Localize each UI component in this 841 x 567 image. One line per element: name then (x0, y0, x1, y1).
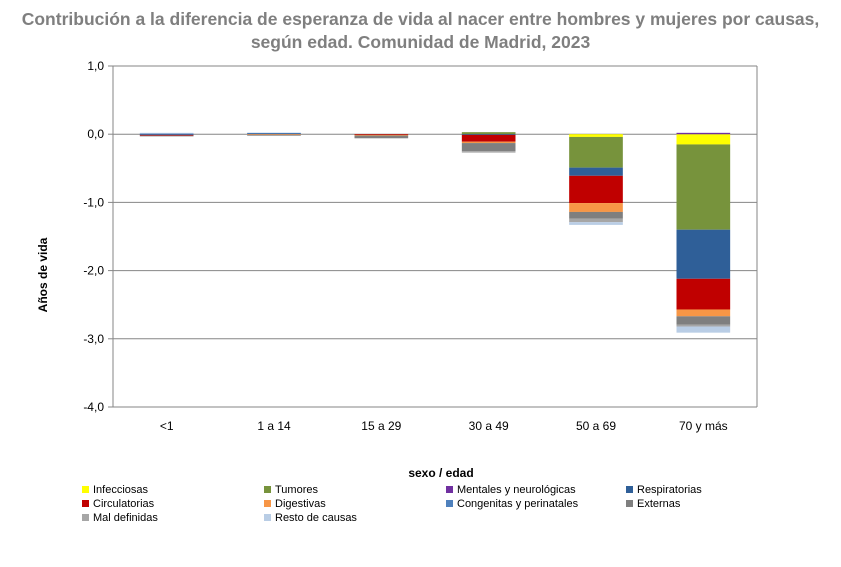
legend-swatch (446, 486, 453, 493)
bar-segment (354, 134, 409, 136)
legend-label: Tumores (275, 484, 318, 496)
legend-swatch (264, 486, 271, 493)
bar-segment (569, 136, 623, 168)
x-tick-label: 15 a 29 (361, 419, 401, 433)
bar-segment (676, 144, 731, 230)
bar-segment (461, 132, 516, 135)
legend-label: Circulatorias (93, 498, 155, 510)
legend-swatch (626, 500, 633, 507)
chart-title: Contribución a la diferencia de esperanz… (21, 9, 820, 52)
legend-swatch (82, 486, 89, 493)
bar-segment (569, 175, 623, 204)
axis-layer: 1,0 0,0 -1,0 -2,0 -3,0 -4,0 <1 1 a 14 15 a 29 30 … (83, 59, 758, 433)
bar-segment (569, 211, 623, 219)
bar-segment (461, 143, 516, 152)
y-tick-label: -2,0 (83, 264, 104, 278)
legend-label: Mal definidas (93, 512, 158, 524)
bar-segment (354, 134, 409, 135)
bar-segment (676, 134, 731, 145)
bar-segment (461, 134, 516, 142)
bar-segment (676, 326, 731, 333)
legend-label: Infecciosas (93, 484, 149, 496)
x-tick-label: 30 a 49 (469, 419, 509, 433)
legend-label: Respiratorias (637, 484, 702, 496)
bar-segment (569, 222, 623, 225)
y-tick-label: -1,0 (83, 195, 104, 209)
bar-segment (569, 218, 623, 223)
bar-segment (676, 278, 731, 310)
bar-segment (676, 132, 731, 135)
bar-segment (569, 134, 623, 137)
bars-layer (139, 132, 731, 333)
x-tick-label: 1 a 14 (257, 419, 291, 433)
bar-segment (247, 132, 301, 134)
bar-segment (247, 134, 301, 136)
bar-segment (676, 229, 731, 279)
y-tick-label: 0,0 (87, 127, 104, 141)
legend-swatch (264, 500, 271, 507)
grid-layer (113, 65, 757, 408)
bar-segment (676, 316, 731, 325)
legend-label: Resto de causas (275, 512, 357, 524)
x-axis-title: sexo / edad (408, 466, 473, 480)
bar-segment (247, 133, 301, 135)
bar-segment (569, 167, 623, 176)
bar-segment (139, 134, 194, 135)
bar-segment (461, 141, 516, 144)
legend-label: Externas (637, 498, 681, 510)
x-tick-label: <1 (160, 419, 174, 433)
legend-swatch (264, 514, 271, 521)
bar-segment (139, 132, 194, 134)
legend-swatch (446, 500, 453, 507)
bar-segment (676, 324, 731, 327)
x-tick-label: 70 y más (679, 419, 728, 433)
y-tick-label: -3,0 (83, 332, 104, 346)
bar-segment (139, 133, 194, 135)
y-tick-label: 1,0 (87, 59, 104, 73)
y-axis-title: Años de vida (36, 237, 50, 312)
bar-segment (569, 203, 623, 212)
legend-label: Congenitas y perinatales (457, 498, 579, 510)
bar-segment (461, 134, 516, 135)
bar-segment (676, 309, 731, 317)
bar-segment (247, 134, 301, 135)
legend-label: Digestivas (275, 498, 326, 510)
legend-swatch (82, 514, 89, 521)
x-tick-label: 50 a 69 (576, 419, 616, 433)
bar-segment (139, 135, 194, 137)
bar-segment (461, 151, 516, 153)
bar-segment (354, 135, 409, 139)
bar-segment (139, 134, 194, 136)
legend-swatch (626, 486, 633, 493)
legend-label: Mentales y neurológicas (457, 484, 576, 496)
y-tick-label: -4,0 (83, 400, 104, 414)
legend: Infecciosas Tumores Mentales y neurológica… (82, 484, 702, 524)
legend-swatch (82, 500, 89, 507)
